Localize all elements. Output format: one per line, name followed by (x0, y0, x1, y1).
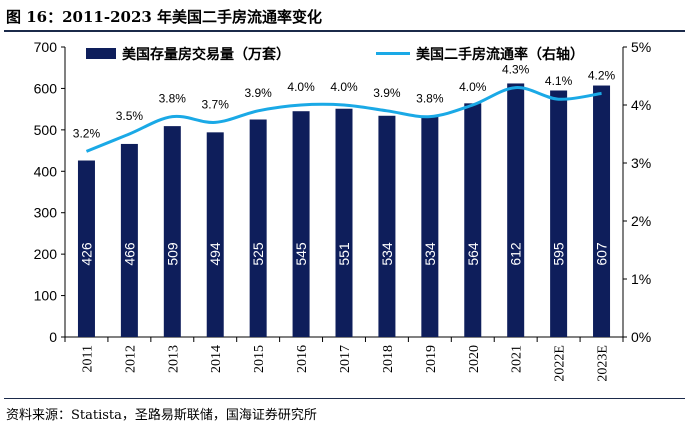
left-axis-tick-label: 600 (34, 80, 58, 96)
x-axis-tick-label: 2011 (80, 345, 95, 372)
x-axis-tick-label: 2018 (381, 345, 396, 373)
bar (550, 90, 568, 337)
left-axis-tick-label: 500 (34, 122, 58, 138)
left-axis-tick-label: 100 (34, 288, 58, 304)
rate-value-label: 4.1% (545, 74, 573, 88)
right-axis-tick-label: 4% (631, 97, 651, 113)
x-axis-tick-label: 2013 (166, 345, 181, 373)
legend-bar-swatch (86, 48, 116, 59)
x-axis-tick-label: 2021 (510, 345, 525, 373)
bar-value-label: 426 (78, 242, 94, 266)
x-axis-tick-label: 2020 (467, 345, 482, 373)
right-axis-tick-label: 5% (631, 39, 651, 55)
x-axis-tick-label: 2017 (338, 345, 353, 373)
bars: 426 466 509 494 525 545 551 534 534 564 612 595 607 (77, 83, 611, 338)
bar-value-label: 607 (594, 242, 610, 266)
rate-value-label: 3.2% (73, 126, 101, 140)
axes: 0 100 200 300 400 500 600 700 0% 1% 2% 3% 4% 5% 2011 20… (34, 39, 652, 382)
x-axis-tick-label: 2015 (252, 345, 267, 373)
source-note: 资料来源：Statista，圣路易斯联储，国海证券研究所 (6, 408, 317, 423)
bar (120, 143, 138, 337)
rate-value-label: 4.0% (459, 80, 487, 94)
legend: 美国存量房交易量（万套） 美国二手房流通率（右轴） (86, 46, 584, 63)
bar-value-label: 525 (250, 242, 266, 266)
rate-value-label: 4.3% (502, 63, 530, 77)
rate-value-label: 3.9% (244, 86, 272, 100)
x-axis-tick-label: 2019 (424, 345, 439, 373)
bar-value-label: 545 (293, 242, 309, 266)
bar (335, 108, 353, 337)
chart-title: 图 16：2011-2023 年美国二手房流通率变化 (6, 8, 323, 26)
legend-line-label: 美国二手房流通率（右轴） (416, 46, 584, 63)
footer-divider (4, 398, 685, 399)
rate-value-label: 3.7% (202, 97, 230, 111)
left-axis-tick-label: 0 (49, 329, 57, 345)
left-axis-tick-label: 200 (34, 246, 58, 262)
legend-bar-label: 美国存量房交易量（万套） (122, 46, 290, 63)
bar (77, 160, 95, 337)
right-axis-tick-label: 2% (631, 213, 651, 229)
rate-value-label: 4.0% (330, 80, 358, 94)
x-axis-tick-label: 2012 (123, 345, 138, 373)
rate-value-label: 3.9% (373, 86, 401, 100)
bar-value-label: 551 (336, 242, 352, 266)
bar-value-label: 494 (207, 242, 223, 266)
bar (378, 115, 396, 338)
left-axis-tick-label: 400 (34, 163, 58, 179)
bar (464, 103, 482, 337)
x-axis-tick-label: 2023E (596, 345, 611, 382)
bar-value-label: 564 (465, 242, 481, 266)
bar-value-label: 595 (551, 242, 567, 266)
rate-value-label: 4.2% (588, 68, 616, 82)
bar-value-label: 534 (422, 242, 438, 266)
bar-value-label: 466 (121, 242, 137, 266)
bar (507, 83, 525, 337)
x-axis-tick-label: 2014 (209, 345, 224, 373)
right-axis-tick-label: 0% (631, 329, 651, 345)
rate-value-label: 3.8% (416, 92, 444, 106)
x-axis-tick-label: 2016 (295, 345, 310, 373)
x-axis-tick-label: 2022E (553, 345, 568, 382)
bar (292, 111, 310, 337)
right-axis-tick-label: 1% (631, 271, 651, 287)
rate-value-label: 3.5% (116, 109, 144, 123)
bar (163, 126, 181, 337)
left-axis-tick-label: 300 (34, 205, 58, 221)
bar (206, 132, 224, 337)
rate-line: 3.2% 3.5% 3.8% 3.7% 3.9% 4.0% 4.0% 3.9% 3.8% 4.0%… (73, 63, 616, 153)
bar-value-label: 509 (164, 242, 180, 266)
rate-value-label: 3.8% (159, 92, 187, 106)
bar (593, 85, 611, 338)
bar (249, 119, 267, 337)
left-axis-tick-label: 700 (34, 39, 58, 55)
rate-value-label: 4.0% (287, 80, 315, 94)
title-divider (4, 30, 685, 32)
bar-value-label: 612 (508, 242, 524, 266)
bar (421, 115, 439, 338)
bar-value-label: 534 (379, 242, 395, 266)
right-axis-tick-label: 3% (631, 155, 651, 171)
